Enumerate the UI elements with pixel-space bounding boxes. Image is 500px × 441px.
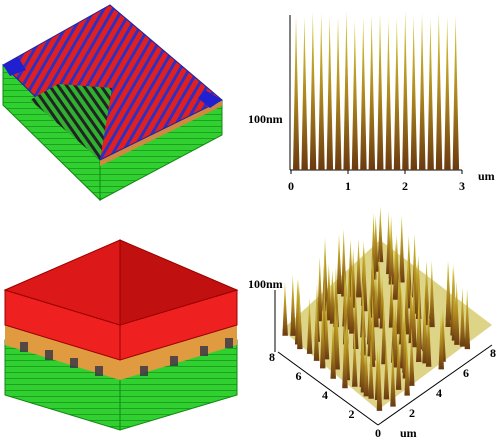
block-bottom-left [3, 239, 239, 431]
afm-ridge [334, 304, 340, 370]
z-label: 100nm [248, 112, 283, 126]
afm-ridge [352, 328, 358, 387]
tick-label: 2 [349, 407, 355, 421]
afm-ridge [329, 269, 336, 324]
afm-ridge [313, 301, 320, 361]
afm-ridge [319, 303, 326, 369]
afm-ridge [342, 322, 348, 389]
afm-ridge [425, 303, 432, 367]
afm-ridge [385, 19, 392, 171]
afm-ridge [422, 302, 428, 364]
afm-ridge [435, 11, 443, 170]
afm-ridge [363, 342, 370, 397]
afm-ridge [349, 269, 355, 334]
afm-ridge [404, 340, 410, 396]
z-label: 100nm [248, 277, 283, 291]
tick-label: 0 [288, 179, 294, 193]
tick-label: 6 [296, 369, 302, 383]
afm-image-top: 100nm um 0 1 2 3 [248, 10, 495, 193]
afm-ridge [282, 282, 288, 336]
afm-ridge [383, 338, 390, 400]
axis-line [377, 344, 493, 426]
tick-label: 0 [375, 426, 381, 440]
afm-ridge [355, 238, 362, 298]
afm-ridge [452, 15, 460, 171]
afm-ridge [376, 252, 383, 319]
afm-ridge [402, 10, 409, 171]
afm-ridge [429, 260, 435, 328]
tick-label: 2 [409, 406, 415, 420]
afm-ridge [373, 271, 379, 328]
afm-ridge [392, 241, 399, 300]
afm-ridge [335, 16, 342, 170]
afm-ridge [395, 331, 402, 390]
afm-ridge [393, 17, 401, 171]
afm-ridge [326, 263, 332, 321]
axis-unit: um [478, 169, 495, 183]
afm-ridge [318, 12, 325, 170]
afm-ridge [297, 292, 303, 350]
tick-label: 1 [345, 179, 351, 193]
afm-ridge [301, 16, 308, 170]
afm-ridge [377, 206, 384, 263]
afm-image-bottom: 100nm um 8 6 4 2 0 2 4 6 8 [248, 206, 496, 440]
afm-ridge [351, 20, 359, 171]
afm-ridge [459, 287, 466, 347]
afm-ridge [454, 280, 460, 345]
tick-label: 3 [459, 179, 465, 193]
afm-ridge [403, 271, 410, 335]
afm-ridge [321, 254, 328, 312]
afm-ridge [409, 326, 415, 386]
afm-ridge [464, 288, 471, 350]
afm-ridge [317, 256, 323, 322]
axis-unit: um [400, 426, 417, 440]
afm-ridge [309, 11, 317, 171]
afm-ridge [368, 14, 376, 171]
afm-ridge [341, 228, 347, 297]
afm-ridge [415, 303, 422, 363]
afm-ridge [293, 15, 300, 170]
afm-ridge [411, 279, 417, 348]
afm-ridge [306, 297, 313, 354]
afm-ridge [290, 274, 296, 336]
afm-ridge [415, 254, 422, 319]
afm-ridge [388, 273, 395, 328]
tick-label: 2 [402, 179, 408, 193]
afm-ridge [326, 15, 334, 171]
tick-label: 6 [463, 366, 469, 380]
afm-ridge [427, 18, 434, 170]
afm-ridge [445, 261, 451, 327]
afm-ridge [376, 344, 383, 411]
afm-ridge [369, 250, 376, 318]
tick-label: 8 [269, 350, 275, 364]
afm-ridge [330, 320, 336, 379]
afm-ridge [392, 300, 399, 368]
afm-ridge [323, 299, 330, 360]
afm-ridge [343, 10, 350, 171]
afm-ridge [390, 345, 396, 407]
tick-label: 8 [490, 346, 496, 360]
afm-ridge [368, 339, 374, 399]
axis-line [277, 351, 379, 426]
afm-ridge [336, 234, 342, 294]
afm-ridge [399, 214, 405, 283]
afm-ridge [438, 312, 444, 370]
afm-ridge [444, 16, 451, 171]
tick-label: 4 [322, 388, 328, 402]
afm-ridge [388, 224, 395, 285]
afm-ridge [377, 13, 384, 171]
tick-label: 4 [436, 386, 442, 400]
afm-ridge [360, 17, 367, 171]
afm-ridge [381, 297, 387, 365]
afm-ridge [410, 15, 418, 170]
block-top-left [2, 4, 223, 202]
afm-ridge [419, 12, 426, 170]
